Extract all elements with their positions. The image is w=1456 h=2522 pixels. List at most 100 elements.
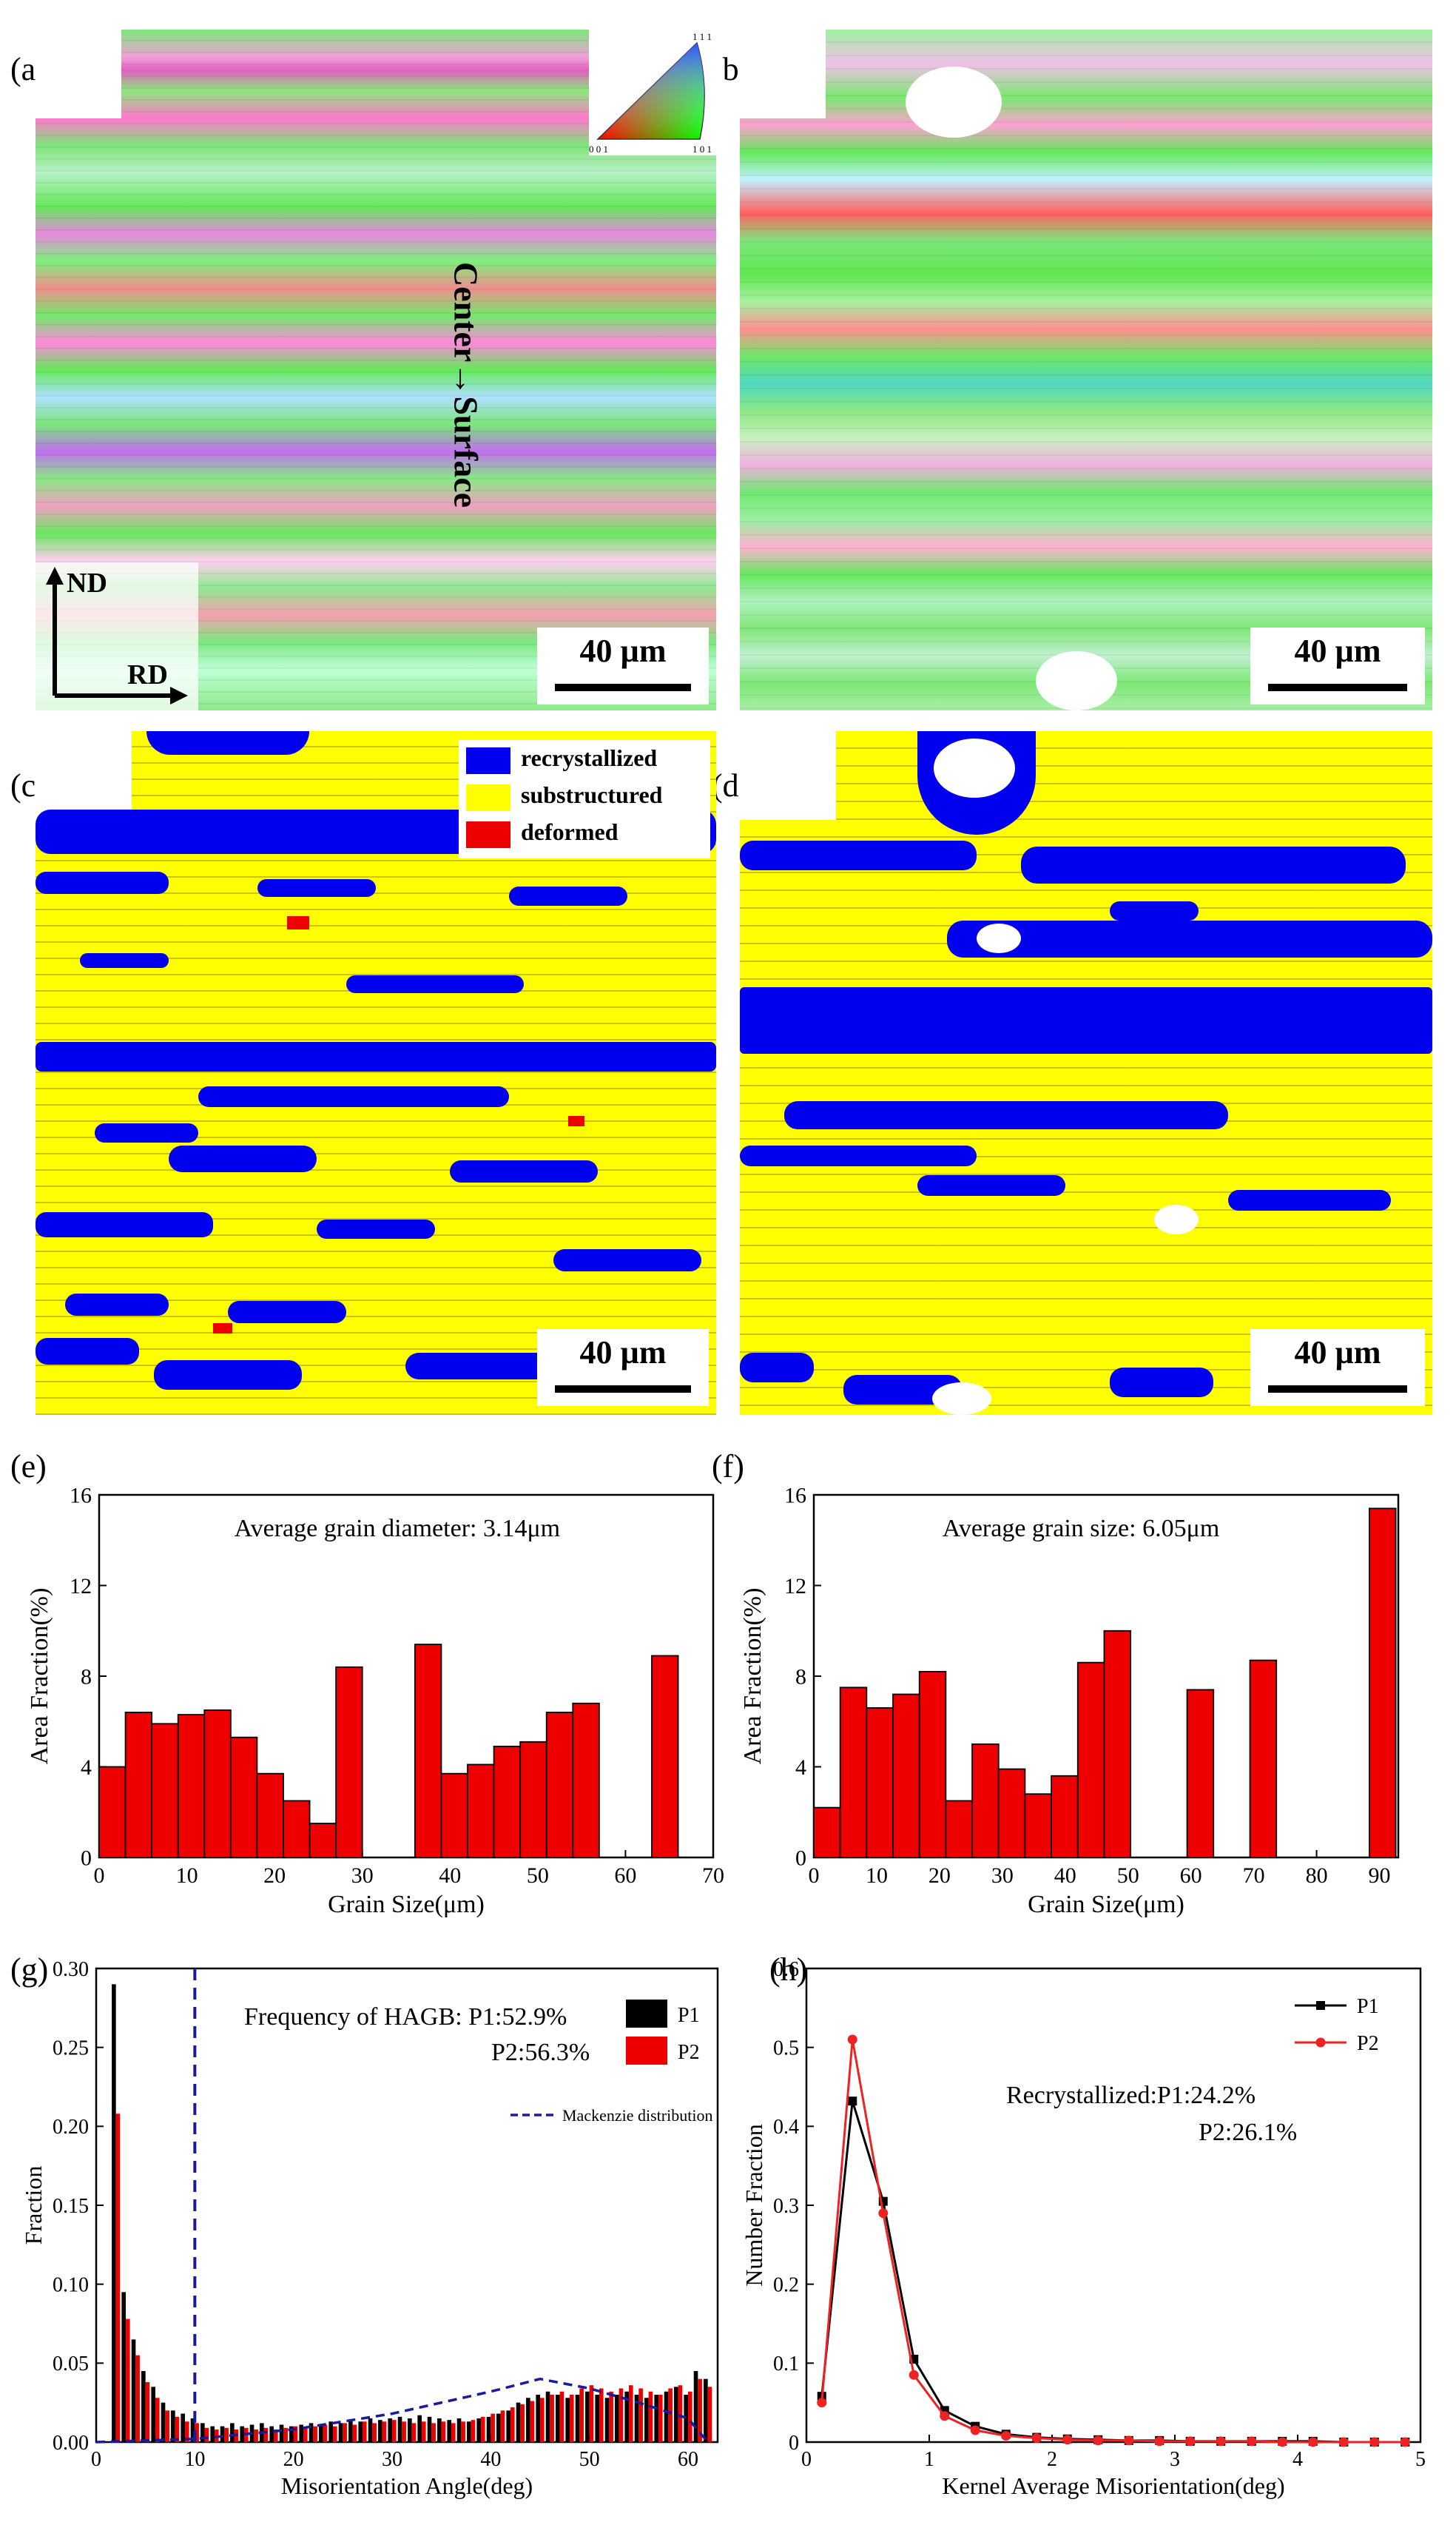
x-tick-label: 30 [382, 2448, 402, 2471]
nd-axis-label: ND [67, 568, 107, 599]
y-tick-label: 0.5 [773, 2037, 799, 2059]
bar-p2 [648, 2391, 653, 2442]
y-tick-label: 0.4 [773, 2116, 799, 2139]
bar-p1 [289, 2426, 294, 2442]
bar-p1 [693, 2371, 698, 2442]
hagb-annotation-line-1: Frequency of HAGB: P1:52.9% [244, 2003, 567, 2031]
bar-p2 [678, 2385, 683, 2442]
ipf-orientation-map-b [740, 30, 1432, 710]
legend-marker-p2 [1315, 2037, 1326, 2048]
histogram-bar [1103, 1630, 1132, 1858]
data-point-p1 [848, 2096, 857, 2106]
histogram-bar [892, 1693, 920, 1858]
bar-p2 [372, 2423, 377, 2442]
y-tick-label: 4 [795, 1755, 806, 1780]
bar-p1 [585, 2391, 590, 2442]
data-point-p2 [1216, 2436, 1226, 2447]
legend-swatch-recrystallized [466, 747, 510, 774]
x-tick-label: 40 [439, 1863, 461, 1888]
histogram-bar [813, 1806, 841, 1858]
bar-p1 [575, 2395, 580, 2442]
bar-p2 [431, 2423, 436, 2442]
legend-marker-p1 [1316, 2001, 1325, 2010]
bar-p1 [368, 2418, 373, 2442]
recrystallized-annotation-line-1: Recrystallized:P1:24.2% [1006, 2082, 1256, 2109]
series-line-p2 [820, 2039, 1406, 2444]
bar-p2 [392, 2420, 397, 2442]
bar-p2 [422, 2421, 426, 2442]
legend-label-p2: P2 [1357, 2032, 1379, 2055]
data-point-p2 [1338, 2437, 1349, 2447]
y-tick-label: 0.20 [53, 2116, 89, 2139]
mackenzie-curve [95, 2377, 710, 2444]
x-tick-label: 30 [351, 1863, 374, 1888]
bar-p2 [599, 2388, 604, 2442]
x-tick-label: 90 [1369, 1863, 1391, 1888]
x-axis-label: Misorientation Angle(deg) [281, 2472, 533, 2499]
histogram-bar [256, 1772, 284, 1858]
bar-p2 [520, 2404, 525, 2442]
bar-p2 [283, 2427, 288, 2442]
y-tick-label: 0.1 [773, 2353, 799, 2375]
bar-p2 [658, 2395, 663, 2442]
series-line-p1 [820, 2100, 1406, 2444]
x-tick-label: 20 [283, 2448, 304, 2471]
data-point-p2 [1185, 2436, 1196, 2447]
x-tick-label: 40 [480, 2448, 501, 2471]
scale-bar-d: 40 µm [1250, 1329, 1425, 1406]
x-tick-label: 4 [1292, 2448, 1303, 2471]
y-tick-label: 0 [795, 1846, 806, 1871]
bar-p2 [579, 2388, 584, 2442]
bar-p1 [644, 2398, 649, 2442]
histogram-bar [651, 1655, 679, 1858]
bar-p2 [382, 2421, 387, 2442]
bar-p1 [141, 2371, 146, 2442]
x-tick-label: 50 [527, 1863, 549, 1888]
bar-p2 [333, 2426, 337, 2442]
bar-p1 [378, 2420, 382, 2442]
data-point-p2 [1031, 2433, 1042, 2444]
data-point-p2 [1124, 2435, 1134, 2446]
data-point-p2 [1400, 2437, 1410, 2447]
histogram-bar [283, 1800, 311, 1858]
bar-p2 [363, 2421, 367, 2442]
x-tick-label: 0 [94, 1863, 105, 1888]
bar-p2 [126, 2318, 130, 2442]
bar-p2 [451, 2423, 456, 2442]
x-tick-label: 10 [184, 2448, 205, 2471]
data-point-p2 [1093, 2435, 1103, 2446]
bar-p1 [496, 2413, 501, 2442]
bar-p1 [654, 2395, 658, 2442]
bar-p1 [190, 2418, 195, 2442]
histogram-bar [839, 1687, 868, 1858]
bar-p2 [155, 2398, 160, 2442]
data-point-p2 [1308, 2437, 1318, 2447]
histogram-bar [945, 1800, 973, 1858]
legend-label-deformed: deformed [521, 818, 619, 845]
x-tick-label: 10 [176, 1863, 198, 1888]
bar-p2 [263, 2427, 269, 2442]
panel-label-f: (f) [712, 1448, 744, 1484]
histogram-bar [1186, 1689, 1215, 1858]
bar-p1 [348, 2420, 353, 2442]
plot-frame [95, 1967, 719, 2444]
x-tick-label: 70 [1243, 1863, 1265, 1888]
data-point-p2 [878, 2208, 889, 2219]
x-tick-label: 1 [924, 2448, 934, 2471]
y-tick-label: 0.10 [53, 2273, 89, 2296]
bar-p1 [684, 2395, 688, 2442]
x-tick-label: 20 [928, 1863, 951, 1888]
bar-p1 [664, 2391, 669, 2442]
bar-p2 [115, 2114, 121, 2442]
histogram-bar [1076, 1661, 1105, 1858]
bar-p1 [408, 2418, 412, 2442]
bar-p2 [698, 2378, 702, 2442]
data-point-p2 [909, 2370, 919, 2380]
histogram-bar [124, 1712, 153, 1858]
bar-p2 [688, 2391, 692, 2442]
histogram-bar [918, 1670, 947, 1858]
bar-p2 [550, 2395, 554, 2442]
bar-p1 [181, 2413, 185, 2442]
bar-p2 [629, 2385, 633, 2442]
histogram-bar [1249, 1659, 1278, 1858]
